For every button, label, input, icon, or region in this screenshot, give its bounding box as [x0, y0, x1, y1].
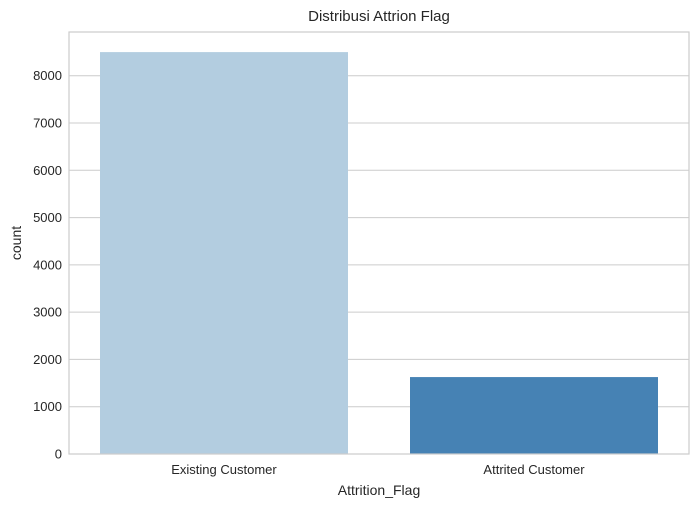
bars: [100, 52, 658, 454]
y-tick-label: 2000: [33, 352, 62, 367]
y-tick-label: 3000: [33, 305, 62, 320]
plot-frame: [68, 31, 690, 455]
y-tick-label: 0: [55, 447, 62, 462]
x-axis-label: Attrition_Flag: [338, 482, 420, 498]
y-tick-label: 8000: [33, 68, 62, 83]
y-tick-label: 1000: [33, 399, 62, 414]
y-tick-labels: 0 1000 2000 3000 4000 5000 6000 7000 8000: [33, 68, 62, 461]
y-tick-label: 7000: [33, 116, 62, 131]
chart-title: Distribusi Attrion Flag: [308, 8, 450, 25]
x-tick-labels: Existing Customer Attrited Customer: [171, 462, 585, 477]
x-tick-label: Existing Customer: [171, 462, 277, 477]
x-tick-label: Attrited Customer: [483, 462, 585, 477]
y-tick-label: 4000: [33, 257, 62, 272]
bar-existing-customer: [100, 52, 348, 454]
y-tick-label: 5000: [33, 210, 62, 225]
y-tick-label: 6000: [33, 163, 62, 178]
bar-attrited-customer: [410, 377, 658, 454]
y-axis-label: count: [8, 226, 24, 260]
